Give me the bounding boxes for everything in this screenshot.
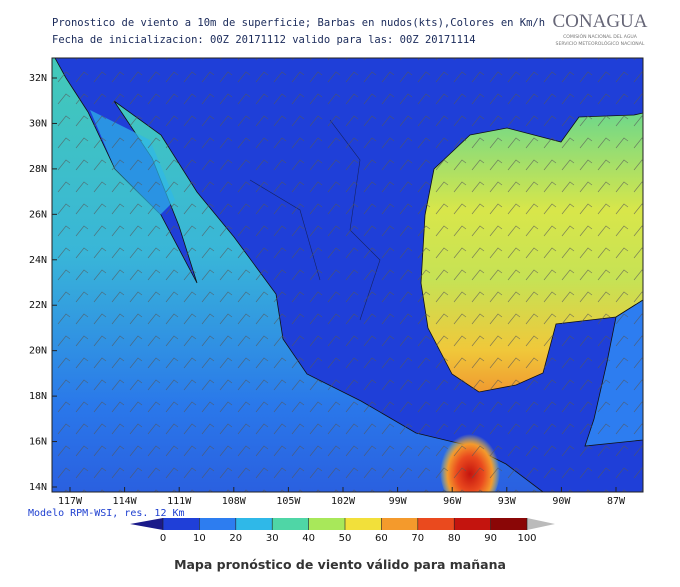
lon-label: 90W [552,496,571,507]
colorbar-swatch [490,518,527,530]
lon-label: 87W [607,496,626,507]
colorbar-label: 80 [448,533,461,544]
colorbar-swatch [272,518,309,530]
lon-label: 117W [58,496,83,507]
lat-label: 14N [29,482,47,493]
colorbar-swatch [345,518,382,530]
title-line: Pronostico de viento a 10m de superficie… [52,17,545,29]
logo: CONAGUA COMISIÓN NACIONAL DEL AGUA SERVI… [553,11,648,47]
lon-label: 102W [331,496,356,507]
colorbar-label: 100 [517,533,536,544]
colorbar-swatch [454,518,491,530]
logo-line: SERVICIO METEOROLÓGICO NACIONAL [556,40,645,47]
wind-barbs [52,58,643,492]
lon-label: 105W [276,496,301,507]
lat-label: 32N [29,73,47,84]
lat-label: 22N [29,300,47,311]
colorbar-label: 70 [411,533,424,544]
colorbar-swatch [308,518,345,530]
colorbar-swatch [235,518,273,530]
colorbar-swatch [199,518,236,530]
colorbar-swatch [381,518,418,530]
logo-line: COMISIÓN NACIONAL DEL AGUA [563,33,638,40]
colorbar-high [527,518,555,530]
logo-name: CONAGUA [553,11,648,32]
colorbar-label: 50 [339,533,352,544]
colorbar-label: 10 [193,533,206,544]
wind-map [52,58,643,492]
caption: Mapa pronóstico de viento válido para ma… [174,557,506,572]
colorbar-low [130,518,163,530]
colorbar-label: 0 [160,533,166,544]
lat-label: 26N [29,209,47,220]
lon-label: 114W [113,496,138,507]
title-line: Fecha de inicializacion: 00Z 20171112 va… [52,34,476,46]
lat-label: 20N [29,346,47,357]
lat-label: 28N [29,164,47,175]
colorbar-label: 60 [375,533,388,544]
lon-label: 96W [443,496,462,507]
colorbar: 0 10 20 30 40 50 60 70 80 90 100 [130,518,555,544]
map-frame [51,57,644,493]
lon-label: 93W [498,496,517,507]
lat-label: 24N [29,255,47,266]
lon-label: 99W [389,496,408,507]
colorbar-label: 30 [266,533,279,544]
lon-label: 111W [167,496,192,507]
lon-labels: 117W 114W 111W 108W 105W 102W 99W 96W 93W 90W 87W [58,487,626,507]
lat-label: 30N [29,118,47,129]
colorbar-label: 40 [302,533,315,544]
lat-labels: 32N 30N 28N 26N 24N 22N 20N 18N 16N 14N [29,73,57,493]
lat-label: 18N [29,391,47,402]
colorbar-swatch [163,518,200,530]
lat-label: 16N [29,437,47,448]
lon-label: 108W [222,496,247,507]
colorbar-label: 90 [484,533,497,544]
colorbar-swatch [417,518,455,530]
colorbar-label: 20 [229,533,242,544]
model-label: Modelo RPM-WSI, res. 12 Km [28,508,185,519]
